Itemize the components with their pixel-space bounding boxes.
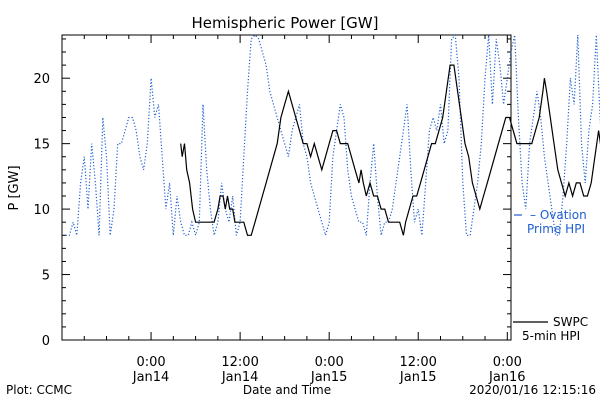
x-tick-label-time: 12:00 [221, 355, 258, 370]
x-tick-label-time: 12:00 [399, 355, 436, 370]
plot-credit: Plot: CCMC [6, 383, 72, 397]
x-tick-label-date: Jan14 [132, 370, 170, 385]
series-layer [65, 33, 600, 238]
x-tick-label-date: Jan15 [399, 370, 437, 385]
ovation-legend-label-2: Prime HPI [527, 222, 585, 236]
ovation-hpi-line [65, 33, 600, 238]
swpc-legend-label-1: SWPC [553, 315, 588, 329]
x-tick-label-time: 0:00 [493, 355, 522, 370]
x-tick-label-time: 0:00 [315, 355, 344, 370]
x-tick-label-date: Jan15 [310, 370, 348, 385]
y-tick-label: 10 [33, 203, 50, 218]
y-axis-label: P [GW] [7, 165, 22, 210]
y-tick-label: 20 [33, 72, 50, 87]
y-tick-label: 0 [42, 334, 50, 349]
x-axis-label: Date and Time [243, 383, 331, 397]
x-tick-label-date: Jan16 [488, 370, 526, 385]
ovation-legend-label-1: – Ovation [530, 208, 587, 222]
y-axis-ticks: 0 5 10 15 20 [33, 38, 511, 349]
plot-frame [61, 34, 512, 341]
chart-title: Hemispheric Power [GW] [192, 14, 379, 32]
plot-timestamp: 2020/01/16 12:15:16 [469, 383, 596, 397]
swpc-legend-label-2: 5-min HPI [522, 329, 580, 343]
x-axis-ticks: 0:00Jan1412:00Jan140:00Jan1512:00Jan150:… [61, 35, 526, 385]
x-tick-label-time: 0:00 [136, 355, 165, 370]
swpc-hpi-line [180, 64, 600, 236]
y-tick-label: 5 [42, 269, 50, 284]
x-tick-label-date: Jan14 [221, 370, 259, 385]
y-tick-label: 15 [33, 138, 50, 153]
